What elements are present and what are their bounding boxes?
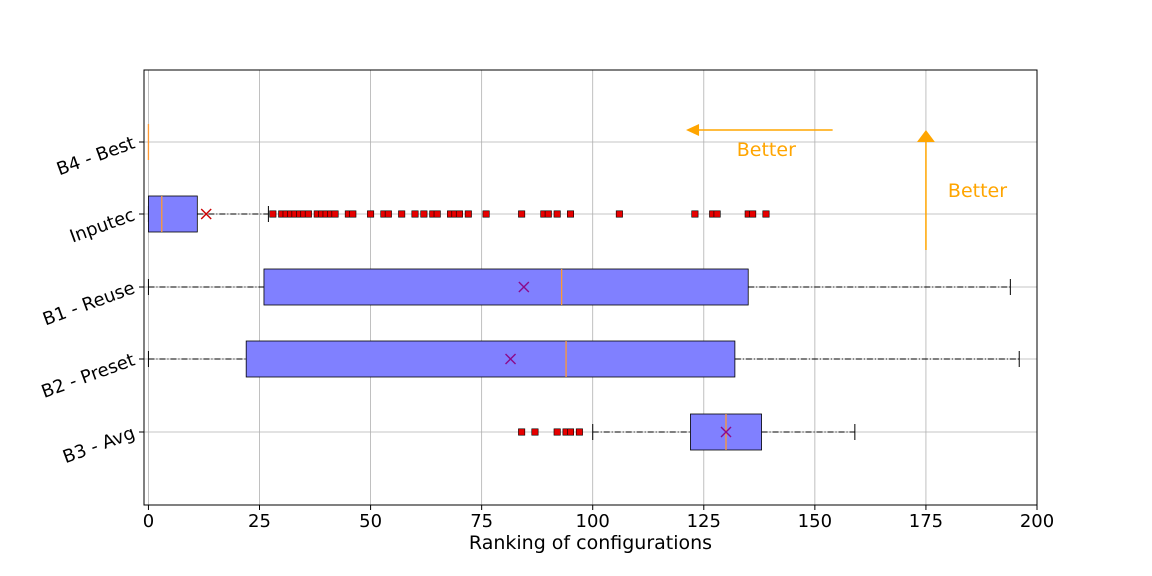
y-tick-label: Inputec [67,205,138,248]
y-tick-label: B2 - Preset [39,350,138,403]
outlier-point [531,428,539,436]
box-group [147,195,770,233]
outlier-point [304,210,312,218]
x-tick-label: 75 [470,511,493,532]
x-axis-ticks: 0 25 50 75 100 125 150 175 200 [143,505,1054,532]
x-tick-label: 25 [248,511,271,532]
x-tick-label: 175 [909,511,943,532]
outlier-point [553,210,561,218]
mean-marker [720,426,732,438]
x-axis-title: Ranking of configurations [469,532,712,554]
outlier-point [464,210,472,218]
outlier-point [384,210,392,218]
outlier-point [567,428,575,436]
y-axis-ticks: B4 - Best Inputec B1 - Reuse B2 - Preset B3 … [39,133,144,468]
x-tick-label: 200 [1020,511,1054,532]
y-tick-label: B4 - Best [54,133,138,181]
outlier-point [691,210,699,218]
box-group [147,340,1020,378]
y-tick-label: B1 - Reuse [40,278,138,331]
outlier-point [615,210,623,218]
up-arrow-head [916,130,935,142]
box-iqr [148,195,198,233]
outlier-point [269,210,277,218]
outlier-point [553,428,561,436]
box-iqr [245,340,736,378]
y-tick-label: B3 - Avg [60,423,138,468]
mean-marker [505,353,517,365]
x-tick-label: 150 [798,511,832,532]
annotations: Better Better [686,124,1007,250]
outlier-point [518,210,526,218]
outlier-point [567,210,575,218]
outlier-point [455,210,463,218]
box-iqr [263,268,749,306]
mean-marker [518,281,530,293]
x-tick-label: 50 [359,511,382,532]
outlier-point [349,210,357,218]
left-arrow-head [686,124,700,136]
outlier-point [749,210,757,218]
outlier-point [762,210,770,218]
x-tick-label: 0 [143,511,154,532]
outlier-point [518,428,526,436]
outlier-point [420,210,428,218]
mean-marker [200,208,212,220]
box-group [518,413,856,451]
outlier-point [398,210,406,218]
outlier-point [367,210,375,218]
outlier-point [411,210,419,218]
box-plots [147,124,1020,451]
outlier-point [482,210,490,218]
better-label-left: Better [737,139,796,161]
outlier-point [544,210,552,218]
outlier-point [713,210,721,218]
outlier-point [575,428,583,436]
box-group [147,268,1011,306]
better-label-up: Better [948,180,1007,202]
x-tick-label: 100 [576,511,610,532]
x-tick-label: 125 [687,511,721,532]
outlier-point [331,210,339,218]
outlier-point [433,210,441,218]
